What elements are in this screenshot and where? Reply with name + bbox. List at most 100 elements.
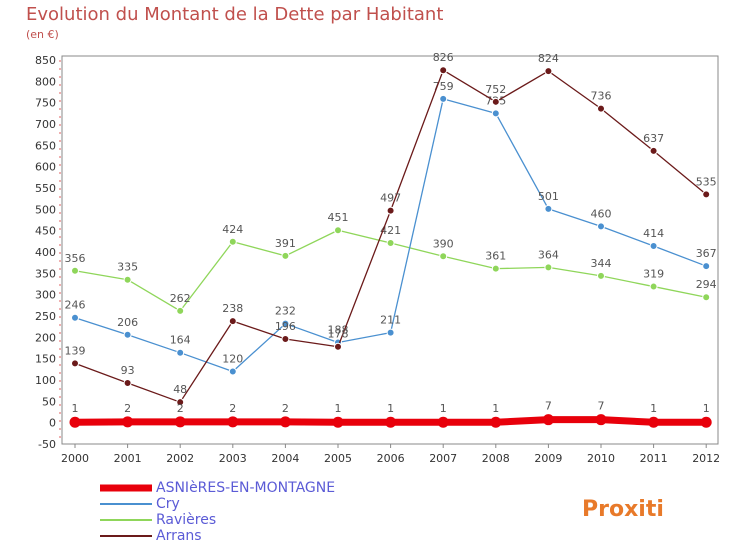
data-label: 1 <box>440 402 447 415</box>
data-label: 1 <box>703 402 710 415</box>
data-label: 424 <box>222 223 243 236</box>
data-label: 364 <box>538 248 559 261</box>
legend-label: ASNIèRES-EN-MONTAGNE <box>156 480 335 496</box>
y-tick-label: 500 <box>35 203 56 216</box>
data-label: 238 <box>222 302 243 315</box>
data-point <box>439 66 448 75</box>
y-tick-label: 50 <box>42 395 56 408</box>
data-point <box>123 275 132 284</box>
data-label: 451 <box>328 211 349 224</box>
data-point <box>176 398 185 407</box>
data-label: 460 <box>591 207 612 220</box>
data-point <box>176 306 185 315</box>
data-point <box>648 416 660 428</box>
data-label: 497 <box>380 192 401 205</box>
data-point <box>71 313 79 322</box>
y-tick-label: 350 <box>35 267 56 280</box>
data-point <box>228 237 237 246</box>
data-label: 246 <box>65 299 86 312</box>
data-point <box>281 251 290 260</box>
data-point <box>385 416 397 428</box>
y-tick-label: 150 <box>35 353 56 366</box>
data-point <box>597 222 605 231</box>
y-tick-label: 700 <box>35 118 56 131</box>
data-point <box>649 282 658 291</box>
x-tick-label: 2010 <box>587 452 615 465</box>
y-tick-label: 750 <box>35 97 56 110</box>
data-label: 391 <box>275 237 296 250</box>
y-tick-label: 200 <box>35 331 56 344</box>
data-label: 361 <box>485 250 506 263</box>
data-label: 344 <box>591 257 612 270</box>
x-tick-label: 2004 <box>271 452 299 465</box>
x-tick-label: 2005 <box>324 452 352 465</box>
data-point <box>386 206 395 215</box>
y-tick-label: 250 <box>35 310 56 323</box>
data-label: 335 <box>117 261 138 274</box>
data-point <box>542 414 554 426</box>
y-tick-label: -50 <box>38 438 56 451</box>
y-tick-label: 850 <box>35 54 56 67</box>
data-point <box>279 416 291 428</box>
data-label: 2 <box>124 402 131 415</box>
x-tick-label: 2007 <box>429 452 457 465</box>
legend-label: Cry <box>156 496 180 512</box>
data-label: 211 <box>380 314 401 327</box>
data-point <box>700 416 712 428</box>
data-point <box>69 416 81 428</box>
x-tick-label: 2011 <box>640 452 668 465</box>
y-tick-label: 450 <box>35 225 56 238</box>
data-label: 414 <box>643 227 664 240</box>
data-point <box>702 190 711 199</box>
data-label: 206 <box>117 316 138 329</box>
data-label: 93 <box>121 364 135 377</box>
data-label: 319 <box>643 268 664 281</box>
data-point <box>649 146 658 155</box>
data-label: 1 <box>335 402 342 415</box>
data-label: 7 <box>598 400 605 413</box>
x-tick-label: 2001 <box>114 452 142 465</box>
data-label: 164 <box>170 334 191 347</box>
chart-title: Evolution du Montant de la Dette par Hab… <box>26 4 444 25</box>
data-point <box>439 94 448 103</box>
data-label: 2 <box>177 402 184 415</box>
data-point <box>71 266 79 275</box>
y-tick-label: 800 <box>35 75 56 88</box>
y-tick-label: 400 <box>35 246 56 259</box>
proxiti-logo: Proxiti <box>582 497 664 522</box>
data-point <box>228 317 237 326</box>
data-point <box>544 204 553 213</box>
data-label: 178 <box>328 328 349 341</box>
data-point <box>491 97 500 106</box>
data-point <box>490 416 502 428</box>
data-label: 48 <box>173 383 187 396</box>
data-label: 356 <box>65 252 86 265</box>
data-point <box>597 104 605 113</box>
x-tick-label: 2000 <box>61 452 89 465</box>
data-point <box>437 416 449 428</box>
plot-frame <box>61 55 719 445</box>
y-tick-label: 300 <box>35 289 56 302</box>
data-label: 1 <box>387 402 394 415</box>
data-label: 120 <box>222 352 243 365</box>
data-point <box>439 252 448 261</box>
data-point <box>491 109 500 118</box>
data-label: 2 <box>282 402 289 415</box>
data-point <box>71 359 79 368</box>
data-label: 535 <box>696 175 717 188</box>
legend-label: Ravières <box>156 512 216 528</box>
x-tick-label: 2002 <box>166 452 194 465</box>
data-point <box>595 414 607 426</box>
data-label: 826 <box>433 51 454 64</box>
data-label: 501 <box>538 190 559 203</box>
data-label: 232 <box>275 305 296 318</box>
data-label: 7 <box>545 400 552 413</box>
x-tick-label: 2003 <box>219 452 247 465</box>
x-tick-label: 2012 <box>692 452 720 465</box>
data-label: 139 <box>65 344 86 357</box>
data-point <box>334 342 342 351</box>
data-point <box>649 242 658 251</box>
chart-subtitle: (en €) <box>26 28 59 41</box>
y-tick-label: 550 <box>35 182 56 195</box>
